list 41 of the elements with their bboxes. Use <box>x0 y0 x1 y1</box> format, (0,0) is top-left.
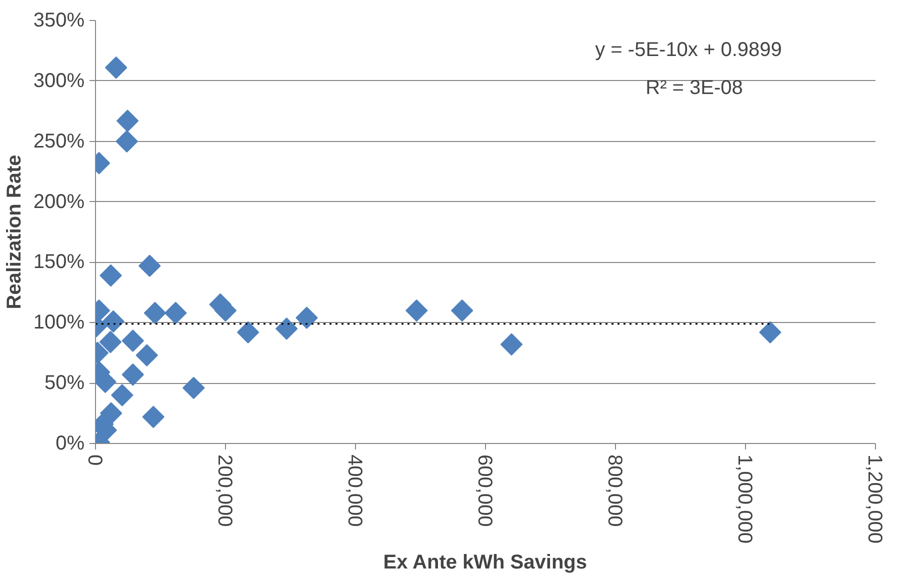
point <box>116 130 138 152</box>
y-tick-label: 250% <box>33 130 85 152</box>
point <box>275 318 298 340</box>
x-tick-label: 1,000,000 <box>734 454 756 544</box>
point <box>111 384 134 406</box>
point <box>105 56 128 79</box>
point <box>136 344 158 366</box>
point <box>102 310 124 333</box>
point <box>164 302 187 324</box>
point <box>405 299 428 322</box>
x-tick-label: 800,000 <box>604 454 626 527</box>
x-tick-label: 600,000 <box>474 454 496 527</box>
point <box>450 299 474 322</box>
point <box>99 330 122 354</box>
point <box>122 330 144 352</box>
point <box>100 264 122 287</box>
y-tick-label: 150% <box>33 251 85 274</box>
annotation: y = -5E-10x + 0.9899 <box>595 39 782 62</box>
y-axis-title: Realization Rate <box>3 154 26 310</box>
point <box>142 406 164 428</box>
point <box>296 306 318 329</box>
x-tick-label: 1,200,000 <box>864 454 886 544</box>
y-tick-label: 350% <box>33 10 85 32</box>
y-tick-label: 300% <box>33 70 85 92</box>
y-tick-label: 200% <box>33 190 85 213</box>
point <box>116 110 139 132</box>
point <box>500 333 523 356</box>
point <box>122 364 144 386</box>
annotation: R² = 3E-08 <box>646 77 743 100</box>
point <box>759 321 782 344</box>
x-tick-label: 0 <box>84 454 106 466</box>
y-tick-label: 50% <box>44 372 85 394</box>
x-tick-label: 400,000 <box>344 454 366 527</box>
y-tick-label: 100% <box>33 312 85 334</box>
point <box>144 302 166 324</box>
y-tick-label: 0% <box>56 432 85 454</box>
point <box>182 376 205 400</box>
point <box>236 321 260 344</box>
point <box>138 254 161 277</box>
x-tick-label: 200,000 <box>214 454 236 527</box>
x-axis-title: Ex Ante kWh Savings <box>383 551 588 574</box>
